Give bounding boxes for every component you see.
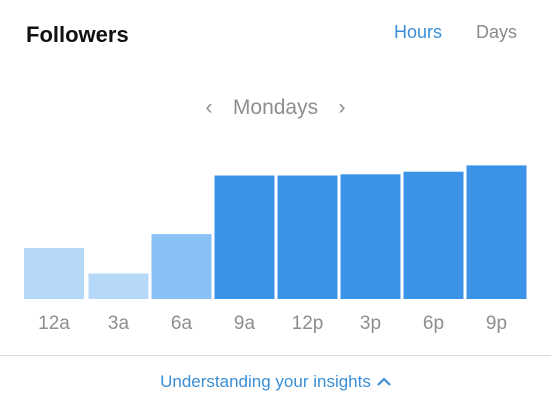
day-label: Mondays [232, 96, 319, 119]
tick-label-12a: 12a [38, 313, 70, 334]
tick-label-3a: 3a [108, 313, 130, 334]
tab-days[interactable]: Days [476, 22, 518, 42]
day-navigator: ‹ Mondays › [0, 96, 551, 120]
chevron-up-icon [377, 372, 391, 392]
tick-label-6p: 6p [423, 313, 444, 334]
bar-12a[interactable] [24, 248, 84, 299]
tick-label-9a: 9a [234, 313, 256, 334]
bar-9a[interactable] [214, 175, 275, 300]
page-title: Followers [26, 22, 129, 47]
bar-6p[interactable] [403, 171, 464, 299]
tick-label-12p: 12p [292, 313, 324, 334]
divider [0, 355, 551, 356]
chevron-left-icon[interactable]: ‹ [205, 96, 213, 119]
tick-label-3p: 3p [360, 313, 381, 334]
bar-3p[interactable] [340, 174, 401, 299]
followers-bar-chart: 12a 3a 6a 9a 12p 3p 6p 9p [24, 165, 527, 334]
tick-label-6a: 6a [171, 313, 193, 334]
bar-3a[interactable] [88, 273, 149, 300]
bar-12p[interactable] [277, 175, 338, 300]
tab-hours[interactable]: Hours [394, 22, 443, 42]
understanding-insights-link[interactable]: Understanding your insights [0, 372, 551, 392]
footer-link-label: Understanding your insights [160, 372, 371, 391]
bar-9p[interactable] [466, 165, 527, 299]
chevron-right-icon[interactable]: › [338, 96, 346, 119]
bar-6a[interactable] [151, 234, 212, 299]
tick-label-9p: 9p [486, 313, 507, 334]
